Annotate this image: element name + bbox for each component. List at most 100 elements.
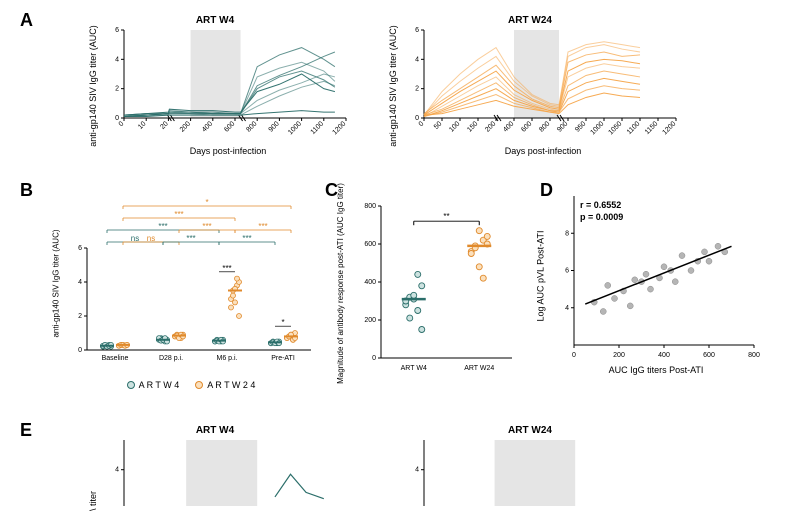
legend-marker-w24	[195, 381, 203, 389]
svg-text:0: 0	[372, 355, 376, 362]
svg-text:950: 950	[574, 120, 587, 133]
svg-text:200: 200	[364, 317, 376, 324]
svg-text:6: 6	[115, 27, 119, 34]
svg-text:1000: 1000	[589, 120, 605, 136]
svg-text:Baseline: Baseline	[102, 355, 129, 362]
svg-text:10: 10	[137, 120, 148, 131]
svg-text:***: ***	[242, 234, 251, 243]
svg-text:ART W24: ART W24	[464, 365, 494, 372]
svg-text:4: 4	[78, 279, 82, 286]
chart-d: Log AUC pVL Post-ATI 0 200 400 600 800 4 6 8 r =…	[530, 188, 760, 390]
svg-text:**: **	[443, 212, 449, 221]
legend-art-w4: A R T W 4	[127, 380, 180, 390]
svg-text:4: 4	[415, 467, 419, 474]
svg-text:900: 900	[556, 120, 569, 133]
svg-text:***: ***	[258, 222, 267, 231]
chart-d-xlabel: AUC IgG titers Post-ATI	[552, 365, 760, 375]
svg-text:400: 400	[364, 279, 376, 286]
svg-text:4: 4	[115, 467, 119, 474]
svg-text:150: 150	[466, 120, 479, 133]
svg-text:50: 50	[433, 120, 444, 131]
svg-text:D28 p.i.: D28 p.i.	[159, 355, 183, 362]
legend-marker-w4	[127, 381, 135, 389]
chart-e-left-title: ART W4	[80, 425, 350, 436]
svg-text:***: ***	[174, 210, 183, 219]
svg-text:2: 2	[78, 313, 82, 320]
chart-b-legend: A R T W 4 A R T W 2 4	[67, 380, 315, 390]
svg-text:M6 p.i.: M6 p.i.	[216, 355, 237, 362]
svg-text:600: 600	[223, 120, 236, 133]
panel-d-label: D	[540, 180, 553, 201]
chart-a-left-ylabel: anti-gp140 SIV IgG titer (AUC)	[88, 25, 98, 147]
svg-text:8: 8	[565, 230, 569, 237]
chart-a-right-xlabel: Days post-infection	[406, 146, 680, 156]
svg-text:6: 6	[415, 27, 419, 34]
svg-text:1100: 1100	[310, 120, 326, 136]
legend-art-w24: A R T W 2 4	[195, 380, 255, 390]
svg-text:4: 4	[115, 56, 119, 63]
legend-label-w4: A R T W 4	[139, 380, 180, 390]
svg-text:*: *	[205, 198, 208, 207]
svg-text:800: 800	[364, 203, 376, 210]
chart-d-ylabel: Log AUC pVL Post-ATI	[536, 230, 546, 321]
svg-text:ns: ns	[147, 234, 155, 243]
svg-text:400: 400	[201, 120, 214, 133]
chart-a-right-ylabel: anti-gp140 SIV IgG titer (AUC)	[388, 25, 398, 147]
chart-e-left: ART W4 \ titer 4	[80, 425, 350, 506]
svg-text:ART W4: ART W4	[401, 365, 427, 372]
svg-text:Pre-ATI: Pre-ATI	[271, 355, 295, 362]
svg-text:0: 0	[415, 115, 419, 122]
chart-b-ylabel: anti-gp140 SIV IgG titer (AUC)	[52, 229, 61, 337]
svg-text:0: 0	[118, 120, 126, 128]
svg-text:400: 400	[658, 352, 670, 359]
svg-text:0: 0	[78, 347, 82, 354]
svg-text:p = 0.0009: p = 0.0009	[580, 212, 623, 222]
svg-text:1200: 1200	[331, 120, 347, 136]
chart-a-left-title: ART W4	[80, 15, 350, 26]
svg-text:0: 0	[418, 120, 426, 128]
svg-text:4: 4	[565, 305, 569, 312]
svg-text:900: 900	[268, 120, 281, 133]
svg-text:0: 0	[115, 115, 119, 122]
svg-text:1100: 1100	[626, 120, 642, 136]
panel-a-label: A	[20, 10, 33, 31]
svg-text:600: 600	[364, 241, 376, 248]
svg-text:800: 800	[748, 352, 760, 359]
svg-text:400: 400	[502, 120, 515, 133]
panel-e-label: E	[20, 420, 32, 441]
svg-text:0: 0	[572, 352, 576, 359]
svg-text:2: 2	[415, 86, 419, 93]
chart-b: anti-gp140 SIV IgG titer (AUC) 0 2 4 6 Basel…	[45, 188, 315, 390]
svg-text:100: 100	[448, 120, 461, 133]
chart-c: Magnitude of antibody response post-ATI …	[325, 188, 520, 390]
svg-text:*: *	[281, 318, 284, 327]
svg-text:20: 20	[159, 120, 170, 131]
svg-text:1050: 1050	[607, 120, 623, 136]
svg-text:6: 6	[565, 268, 569, 275]
svg-text:200: 200	[613, 352, 625, 359]
chart-e-left-ylabel: \ titer	[88, 491, 98, 511]
svg-text:***: ***	[202, 222, 211, 231]
svg-text:600: 600	[520, 120, 533, 133]
svg-text:1150: 1150	[644, 120, 660, 136]
svg-text:800: 800	[538, 120, 551, 133]
svg-text:600: 600	[703, 352, 715, 359]
chart-a-left-xlabel: Days post-infection	[106, 146, 350, 156]
chart-a-right-title: ART W24	[380, 15, 680, 26]
chart-c-ylabel: Magnitude of antibody response post-ATI …	[336, 183, 345, 384]
svg-text:6: 6	[78, 245, 82, 252]
svg-text:200: 200	[179, 120, 192, 133]
chart-a-right: ART W24 anti-gp140 SIV IgG titer (AUC) 0…	[380, 15, 680, 156]
chart-e-right-title: ART W24	[380, 425, 680, 436]
svg-text:1000: 1000	[287, 120, 303, 136]
svg-text:***: ***	[186, 234, 195, 243]
svg-text:***: ***	[222, 264, 231, 273]
legend-label-w24: A R T W 2 4	[207, 380, 255, 390]
panel-b-label: B	[20, 180, 33, 201]
svg-text:200: 200	[484, 120, 497, 133]
svg-text:800: 800	[245, 120, 258, 133]
svg-text:r = 0.6552: r = 0.6552	[580, 200, 621, 210]
svg-text:1200: 1200	[661, 120, 677, 136]
chart-a-left: ART W4 anti-gp140 SIV IgG titer (AUC) 0 2…	[80, 15, 350, 156]
svg-text:2: 2	[115, 86, 119, 93]
